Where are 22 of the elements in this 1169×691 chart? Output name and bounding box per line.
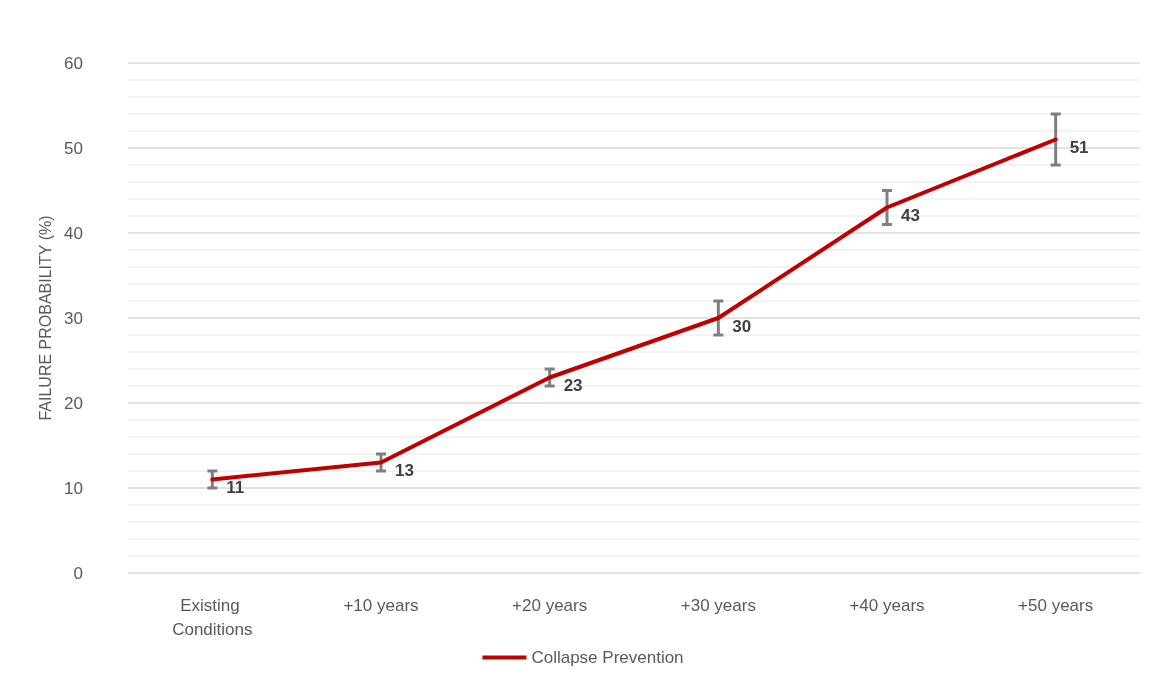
y-axis-title: FAILURE PROBABILITY (%) xyxy=(36,215,54,421)
x-tick-label: +50 years xyxy=(1018,595,1094,615)
x-tick-label: Existing Conditions xyxy=(172,595,253,639)
y-tick-label: 60 xyxy=(64,53,83,73)
y-tick-label: 40 xyxy=(64,223,83,243)
data-label: 13 xyxy=(395,461,414,480)
legend-label: Collapse Prevention xyxy=(531,648,684,667)
y-tick-label: 10 xyxy=(64,478,83,498)
data-label: 51 xyxy=(1069,138,1089,157)
x-tick-label: +20 years xyxy=(512,595,588,615)
x-tick-label: +30 years xyxy=(680,595,756,615)
line-series xyxy=(210,137,1058,482)
y-tick-label: 20 xyxy=(64,393,83,413)
x-tick-label: +40 years xyxy=(849,595,925,615)
data-label: 23 xyxy=(563,376,583,395)
y-tick-label: 0 xyxy=(73,563,83,583)
data-label: 11 xyxy=(226,478,245,497)
y-tick-label: 50 xyxy=(64,138,83,158)
data-label: 30 xyxy=(732,316,752,336)
data-label: 43 xyxy=(901,206,920,225)
x-tick-label: +10 years xyxy=(343,595,419,615)
y-tick-label: 30 xyxy=(64,308,83,328)
